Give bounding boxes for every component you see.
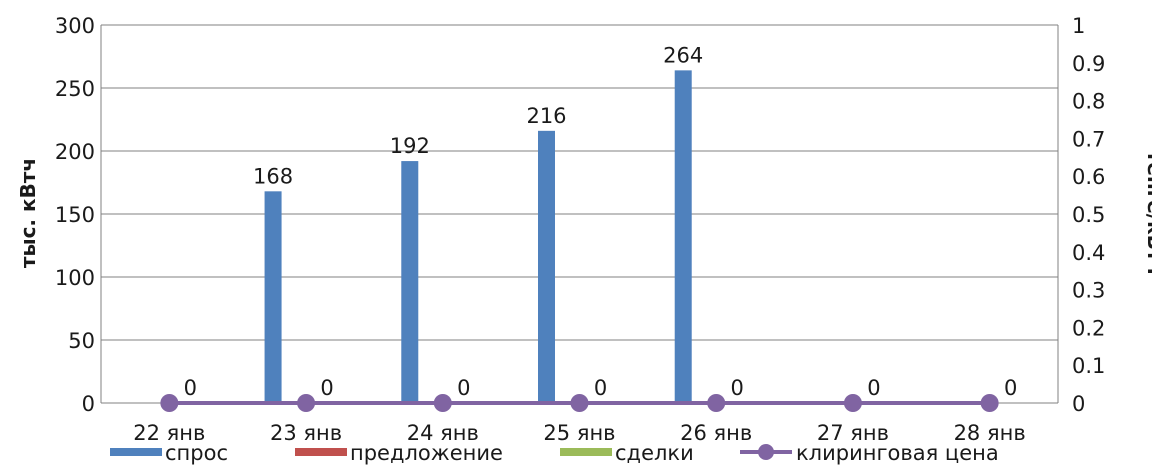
y-axis-right-title: тенге/кВтч bbox=[1143, 151, 1152, 275]
legend-swatch-предложение bbox=[295, 448, 347, 456]
bar-спрос bbox=[401, 161, 419, 403]
x-tick-label: 25 янв bbox=[543, 421, 615, 445]
bar-спрос bbox=[538, 130, 555, 403]
legend-label: сделки bbox=[615, 441, 694, 465]
y-left-tick-label: 0 bbox=[82, 392, 95, 416]
x-tick-label: 27 янв bbox=[817, 421, 889, 445]
bar-value-label: 216 bbox=[526, 104, 566, 128]
price-value-label: 0 bbox=[320, 376, 333, 400]
y-right-tick-label: 0.7 bbox=[1072, 127, 1105, 151]
price-value-label: 0 bbox=[594, 376, 607, 400]
y-left-tick-label: 250 bbox=[55, 77, 95, 101]
legend-swatch-спрос bbox=[110, 448, 162, 456]
legend-label: клиринговая цена bbox=[796, 441, 999, 465]
x-tick-label: 23 янв bbox=[270, 421, 342, 445]
y-right-tick-label: 0.4 bbox=[1072, 241, 1105, 265]
y-right-tick-label: 0 bbox=[1072, 392, 1085, 416]
bars bbox=[264, 70, 692, 404]
y-right-tick-label: 0.1 bbox=[1072, 354, 1105, 378]
price-point bbox=[160, 394, 179, 412]
y-right-tick-label: 0.6 bbox=[1072, 165, 1105, 189]
y-axis-left-ticks: 0 50 100 150 200 250 300 bbox=[55, 14, 95, 416]
price-point bbox=[297, 394, 316, 412]
y-right-tick-label: 0.3 bbox=[1072, 279, 1105, 303]
bar-value-label: 168 bbox=[253, 164, 293, 188]
price-value-label: 0 bbox=[731, 376, 744, 400]
price-value-label: 0 bbox=[457, 376, 470, 400]
y-right-tick-label: 0.5 bbox=[1072, 203, 1105, 227]
y-axis-left-title: тыс. кВтч bbox=[16, 158, 40, 268]
price-point bbox=[980, 394, 999, 412]
bar-value-label: 192 bbox=[390, 134, 430, 158]
price-value-label: 0 bbox=[867, 376, 880, 400]
y-right-tick-label: 0.9 bbox=[1072, 52, 1105, 76]
y-left-tick-label: 300 bbox=[55, 14, 95, 38]
grid bbox=[100, 24, 1059, 404]
legend-swatch-marker bbox=[758, 444, 774, 460]
legend: спрос предложение сделки клиринговая цена bbox=[110, 441, 999, 465]
y-left-tick-label: 200 bbox=[55, 140, 95, 164]
y-right-tick-label: 1 bbox=[1072, 14, 1085, 38]
price-point bbox=[570, 394, 589, 412]
price-point bbox=[433, 394, 452, 412]
price-value-label: 0 bbox=[1004, 376, 1017, 400]
price-point bbox=[707, 394, 726, 412]
y-right-tick-label: 0.8 bbox=[1072, 90, 1105, 114]
x-tick-label: 26 янв bbox=[680, 421, 752, 445]
y-axis-right-ticks: 0 0.1 0.2 0.3 0.4 0.5 0.6 0.7 0.8 0.9 1 bbox=[1072, 14, 1105, 416]
y-right-tick-label: 0.2 bbox=[1072, 316, 1105, 340]
legend-label: спрос bbox=[165, 441, 228, 465]
price-line bbox=[160, 394, 999, 412]
price-value-label: 0 bbox=[184, 376, 197, 400]
data-labels: 168 192 216 264 0 0 0 0 0 0 0 bbox=[184, 43, 1018, 400]
x-axis-ticks: 22 янв 23 янв 24 янв 25 янв 26 янв 27 янв 28 я… bbox=[133, 421, 1025, 445]
bar-спрос bbox=[264, 191, 282, 403]
y-left-tick-label: 50 bbox=[68, 329, 95, 353]
y-left-tick-label: 150 bbox=[55, 203, 95, 227]
legend-swatch-сделки bbox=[560, 448, 612, 456]
price-point bbox=[843, 394, 862, 412]
x-tick-label: 24 янв bbox=[407, 421, 479, 445]
x-tick-label: 28 янв bbox=[954, 421, 1026, 445]
x-tick-label: 22 янв bbox=[133, 421, 205, 445]
bar-спрос bbox=[674, 70, 692, 404]
y-left-tick-label: 100 bbox=[55, 266, 95, 290]
legend-label: предложение bbox=[350, 441, 503, 465]
bar-value-label: 264 bbox=[663, 43, 703, 67]
